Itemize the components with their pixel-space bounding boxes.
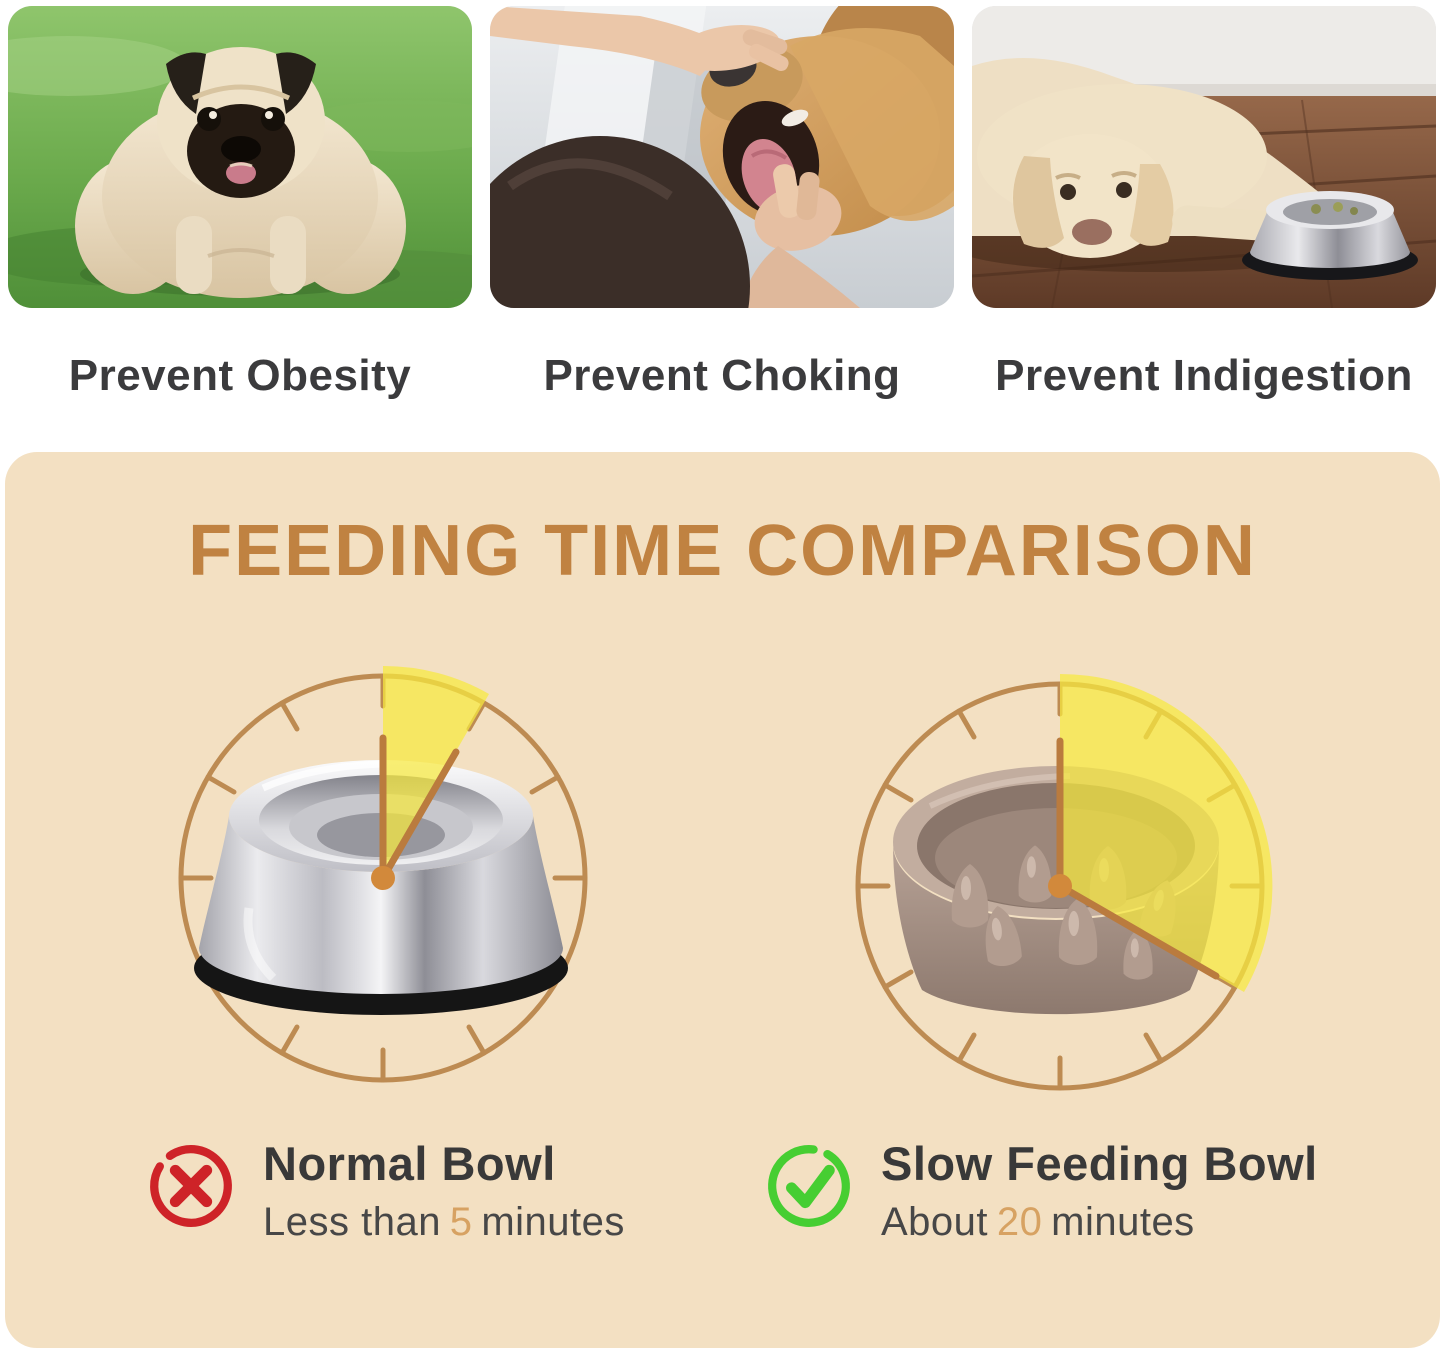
normal-bowl-verdict: Normal Bowl Less than 5 minutes <box>145 1138 625 1245</box>
photo-indigestion-dog <box>972 6 1436 308</box>
slow-bowl-time: About 20 minutes <box>881 1199 1195 1244</box>
photo-choking-check <box>490 6 954 308</box>
normal-bowl-text: Normal Bowl Less than 5 minutes <box>263 1138 625 1245</box>
normal-bowl-time: Less than 5 minutes <box>263 1199 625 1244</box>
panel-title: FEEDING TIME COMPARISON <box>188 511 1257 591</box>
highlight-wedge-20min <box>1060 673 1273 992</box>
pug-photo-illustration <box>8 6 472 308</box>
clock-hands <box>1056 737 1220 980</box>
clock-slow-feeder-bowl <box>855 673 1273 1091</box>
clock-normal-bowl <box>178 665 588 1083</box>
slow-bowl-verdict: Slow Feeding Bowl About 20 minutes <box>763 1138 1318 1245</box>
photo-obesity-pug <box>8 6 472 308</box>
check-mark-icon <box>763 1140 855 1232</box>
dog-mouth-check-illustration <box>490 6 954 308</box>
normal-bowl-minutes-value: 5 <box>449 1199 473 1244</box>
highlight-wedge-5min <box>383 665 489 878</box>
caption-prevent-choking: Prevent Choking <box>543 351 901 400</box>
caption-prevent-obesity: Prevent Obesity <box>68 351 412 400</box>
clock-hands <box>379 734 460 882</box>
comparison-panel: FEEDING TIME COMPARISON <box>5 452 1440 1348</box>
slow-bowl-minutes-value: 20 <box>996 1199 1043 1244</box>
clock-center-dot <box>371 866 395 890</box>
dog-lying-by-bowl-illustration <box>972 6 1436 308</box>
clock-center-dot <box>1048 874 1072 898</box>
slow-bowl-text: Slow Feeding Bowl About 20 minutes <box>881 1138 1318 1245</box>
slow-bowl-name: Slow Feeding Bowl <box>881 1137 1318 1190</box>
normal-bowl-name: Normal Bowl <box>263 1137 556 1190</box>
x-mark-icon <box>145 1140 237 1232</box>
caption-prevent-indigestion: Prevent Indigestion <box>995 351 1413 400</box>
